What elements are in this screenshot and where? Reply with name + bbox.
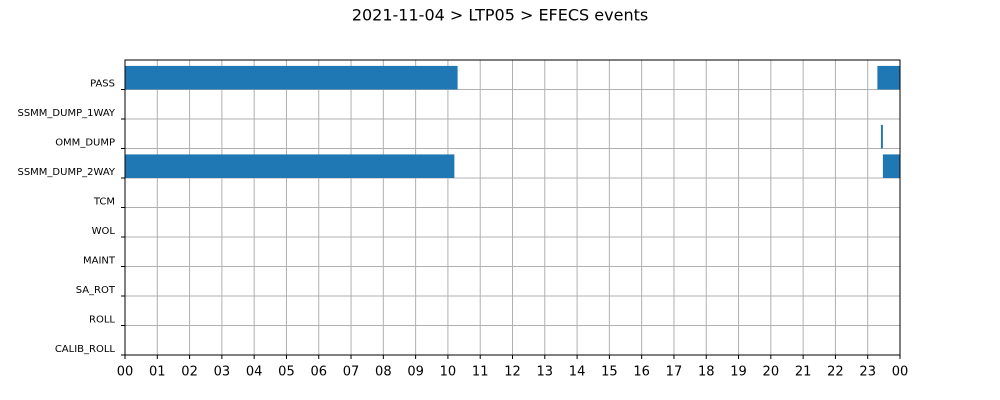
x-tick-label: 02 <box>181 365 198 380</box>
x-tick-label: 04 <box>246 365 263 380</box>
event-bar <box>880 124 883 149</box>
x-tick-label: 10 <box>440 365 457 380</box>
y-tick-label: OMM_DUMP <box>55 138 115 149</box>
y-tick-label: SSMM_DUMP_2WAY <box>17 167 115 178</box>
x-tick-label: 18 <box>698 365 715 380</box>
x-tick-label: 19 <box>730 365 747 380</box>
x-tick-label: 14 <box>569 365 586 380</box>
event-bar <box>877 65 900 90</box>
x-tick-label: 16 <box>633 365 650 380</box>
event-bar <box>882 154 900 178</box>
x-tick-label: 22 <box>827 365 844 380</box>
y-tick-label: TCM <box>93 197 115 208</box>
x-tick-label: 17 <box>666 365 683 380</box>
x-tick-label: 11 <box>472 365 489 380</box>
x-tick-label: 23 <box>859 365 876 380</box>
event-bar <box>125 154 455 178</box>
x-tick-label: 12 <box>504 365 521 380</box>
chart-title: 2021-11-04 > LTP05 > EFECS events <box>352 6 648 25</box>
x-tick-label: 13 <box>537 365 554 380</box>
y-tick-label: SA_ROT <box>76 285 116 296</box>
x-tick-label: 08 <box>375 365 392 380</box>
x-tick-label: 00 <box>117 365 134 380</box>
x-tick-label: 21 <box>795 365 812 380</box>
y-tick-label: WOL <box>92 226 116 237</box>
plot-frame <box>124 59 901 356</box>
y-tick-label: ROLL <box>89 315 115 326</box>
x-tick-label: 09 <box>407 365 424 380</box>
x-tick-label: 00 <box>892 365 909 380</box>
y-tick-label: PASS <box>90 79 115 90</box>
x-tick-label: 03 <box>214 365 231 380</box>
x-tick-label: 05 <box>278 365 295 380</box>
x-tick-label: 15 <box>601 365 618 380</box>
y-tick-label: CALIB_ROLL <box>55 344 116 355</box>
y-tick-label: SSMM_DUMP_1WAY <box>17 108 115 119</box>
x-tick-label: 20 <box>763 365 780 380</box>
x-tick-label: 07 <box>343 365 360 380</box>
x-tick-label: 01 <box>149 365 166 380</box>
x-tick-label: 06 <box>310 365 327 380</box>
y-tick-label: MAINT <box>83 256 116 267</box>
event-bar <box>125 65 458 90</box>
